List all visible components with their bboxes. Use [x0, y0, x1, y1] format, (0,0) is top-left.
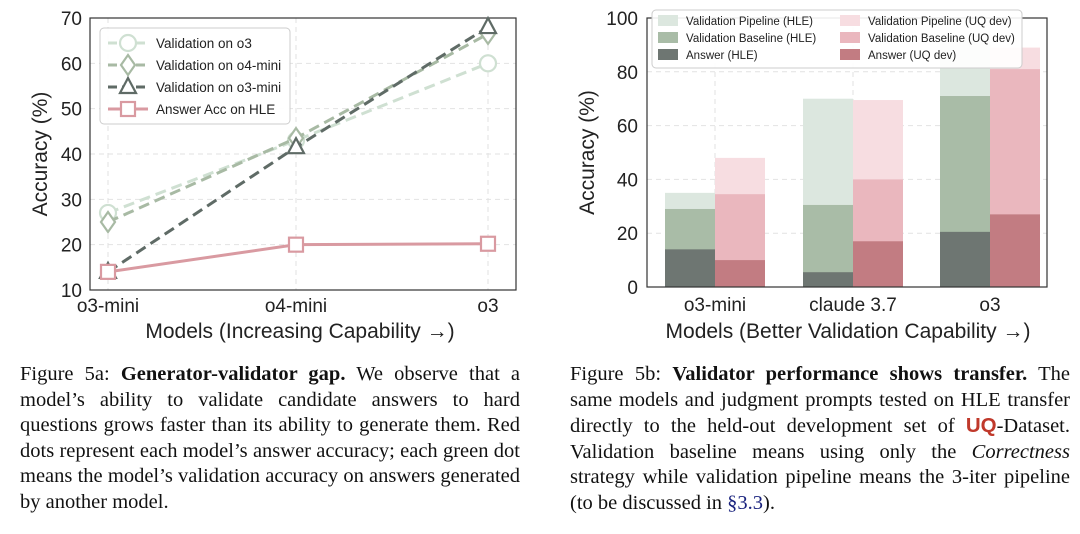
- series-answer-acc-on-hle: [99, 235, 497, 280]
- legend-box: [99, 27, 291, 125]
- line-chart: 10 20 30 40 50 60 70 o3-mini o4-mini o3 Models (In…: [29, 9, 517, 343]
- bar-chart: 0 20 40 60 80 100 o3-mini claude 3.7 o3 Models (B…: [576, 9, 1048, 343]
- y-axis-label: Accuracy (%): [29, 92, 52, 217]
- legend-marker: [118, 33, 138, 53]
- figure-5a: 10 20 30 40 50 60 70 o3-mini o4-mini o3 Models (In…: [0, 0, 530, 350]
- data-point: [99, 263, 117, 280]
- legend-label: Validation Baseline (UQ dev): [868, 33, 1015, 45]
- y-tick-label: 0: [627, 278, 638, 299]
- legend-swatch: [658, 32, 678, 43]
- caption-5b-body-1: The same models and judgment prompts tes…: [570, 363, 1070, 437]
- caption-5b-italic: Correctness: [971, 440, 1070, 463]
- data-point: [478, 54, 498, 73]
- data-point: [479, 235, 497, 252]
- y-tick-label: 30: [61, 190, 82, 211]
- bar-answer-hle: [665, 249, 715, 287]
- bar-answer-hle: [803, 272, 853, 287]
- legend: Validation on o3 Validation on o4-mini Val…: [99, 27, 291, 125]
- y-tick-label: 60: [61, 54, 82, 75]
- data-point: [478, 15, 498, 35]
- x-tick-label: o3-mini: [77, 296, 139, 317]
- caption-5a: Figure 5a: Generator-validator gap. We o…: [20, 362, 520, 515]
- bar-answer-uq-dev: [853, 241, 903, 287]
- x-axis-label: Models (Increasing Capability →): [145, 320, 454, 343]
- y-tick-label: 60: [617, 117, 638, 138]
- caption-5b-body-4: ).: [763, 491, 775, 514]
- y-tick-label: 80: [617, 63, 638, 84]
- y-tick-label: 10: [61, 281, 82, 302]
- x-axis-label: Models (Better Validation Capability →): [666, 320, 1031, 343]
- legend-marker: [118, 75, 138, 95]
- legend-label: Validation Pipeline (HLE): [686, 16, 813, 28]
- y-tick-label: 40: [61, 145, 82, 166]
- data-point: [286, 135, 306, 155]
- x-tick-label: o3: [477, 296, 498, 317]
- data-point: [287, 236, 305, 253]
- y-tick-label: 50: [61, 100, 82, 121]
- legend-label: Answer (HLE): [686, 50, 758, 62]
- legend-marker: [119, 100, 137, 118]
- legend-label: Validation Baseline (HLE): [686, 33, 816, 45]
- section-ref-link[interactable]: §3.3: [727, 491, 764, 514]
- legend-label: Validation Pipeline (UQ dev): [868, 16, 1012, 28]
- caption-5a-body: We observe that a model’s ability to val…: [20, 363, 520, 513]
- bar-answer-uq-dev: [990, 214, 1040, 287]
- caption-5a-title: Generator-validator gap.: [120, 363, 346, 385]
- legend: Validation Pipeline (HLE) Validation Base…: [651, 9, 1023, 69]
- y-axis-label: Accuracy (%): [576, 90, 599, 215]
- y-tick-label: 70: [61, 9, 82, 30]
- legend-label: Validation on o3: [156, 36, 252, 51]
- legend-label: Answer (UQ dev): [868, 50, 956, 62]
- caption-5b-body-3: strategy while validation pipeline means…: [570, 466, 1070, 514]
- legend-swatch: [840, 32, 860, 43]
- legend-swatch: [840, 49, 860, 60]
- bar-answer-hle: [940, 231, 990, 287]
- plot-frame: [89, 17, 517, 291]
- caption-5b-body-2: -Dataset. Validation baseline means usin…: [570, 415, 1070, 463]
- legend-label: Validation on o3-mini: [156, 80, 281, 95]
- y-tick-label: 20: [617, 224, 638, 245]
- x-tick-label: o3-mini: [684, 295, 746, 316]
- legend-swatch: [658, 15, 678, 26]
- x-tick-label: claude 3.7: [809, 295, 897, 316]
- legend-box: [651, 9, 1023, 69]
- x-tick-label: o4-mini: [265, 296, 327, 317]
- caption-5b-prefix: Figure 5b:: [570, 363, 673, 385]
- caption-5b: Figure 5b: Validator performance shows t…: [570, 362, 1070, 516]
- legend-swatch: [658, 49, 678, 60]
- y-tick-label: 20: [61, 236, 82, 257]
- legend-marker: [119, 53, 137, 77]
- legend-swatch: [840, 15, 860, 26]
- data-point: [99, 210, 117, 234]
- y-tick-label: 100: [606, 9, 638, 30]
- bar-answer-uq-dev: [715, 260, 765, 287]
- caption-5b-title: Validator performance shows transfer.: [672, 363, 1028, 385]
- legend-label: Answer Acc on HLE: [156, 102, 275, 117]
- caption-5a-prefix: Figure 5a:: [20, 363, 121, 385]
- legend-label: Validation on o4-mini: [156, 58, 281, 73]
- x-tick-label: o3: [979, 295, 1000, 316]
- bars: [665, 39, 1040, 288]
- uq-logo: UQ: [965, 414, 997, 437]
- y-tick-label: 40: [617, 170, 638, 191]
- figure-5b: 0 20 40 60 80 100 o3-mini claude 3.7 o3 Models (B…: [550, 0, 1080, 350]
